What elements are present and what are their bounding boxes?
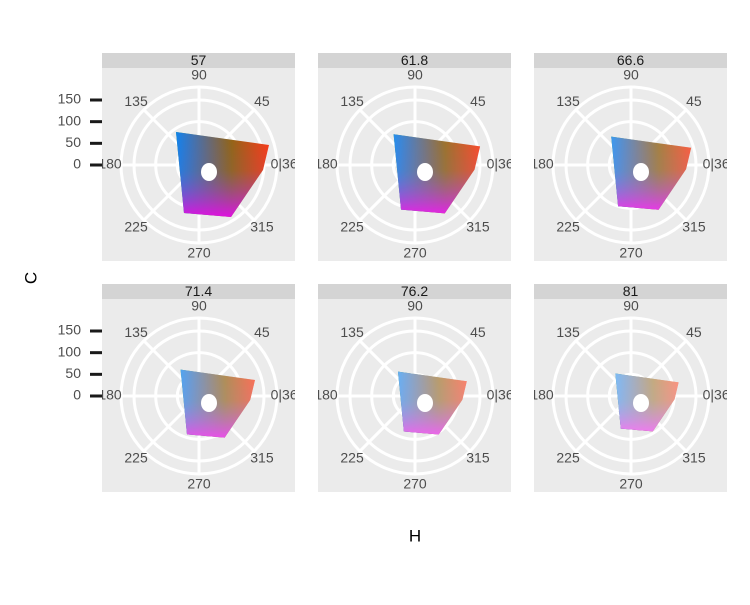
- gamut-shade: [176, 132, 269, 217]
- x-tick-label: 180: [314, 387, 338, 403]
- y-tick-label: 0: [73, 156, 81, 172]
- facet-title: 66.6: [617, 52, 644, 68]
- facet-title: 61.8: [401, 52, 428, 68]
- x-tick-label: 225: [124, 450, 148, 466]
- x-tick-label: 135: [556, 93, 580, 109]
- facet-title: 81: [623, 283, 639, 299]
- facet: 61.8 0|360 45 90 135 180 225 270 315: [314, 52, 522, 261]
- x-tick-label: 270: [619, 245, 643, 261]
- x-tick-label: 180: [530, 156, 554, 172]
- x-tick-label: 45: [254, 324, 270, 340]
- plot-area: 0|360 45 90 135 180 225 270 315: [314, 67, 522, 261]
- x-tick-label: 180: [98, 156, 122, 172]
- x-tick-label: 315: [682, 450, 706, 466]
- gamut-hole: [417, 394, 433, 412]
- strip: [318, 53, 511, 68]
- y-tick-label: 150: [58, 322, 82, 338]
- x-tick-label: 45: [470, 93, 486, 109]
- x-tick-label: 315: [250, 219, 274, 235]
- strip: [534, 53, 727, 68]
- x-tick-label: 45: [254, 93, 270, 109]
- gamut-hole: [633, 163, 649, 181]
- x-tick-label: 0|360: [487, 387, 522, 403]
- strip: [534, 284, 727, 299]
- x-axis-title: H: [409, 526, 421, 545]
- y-axis-title: C: [21, 272, 40, 284]
- gamut-light: [393, 134, 481, 214]
- y-tick-label: 100: [58, 112, 82, 128]
- y-tick-label: 50: [65, 134, 81, 150]
- x-tick-label: 45: [686, 93, 702, 109]
- x-tick-label: 45: [686, 324, 702, 340]
- gamut-shade: [180, 369, 255, 438]
- x-tick-label: 270: [403, 245, 427, 261]
- plot-area: 0|360 45 90 135 180 225 270 315: [98, 298, 306, 492]
- x-tick-label: 90: [191, 298, 207, 314]
- x-tick-label: 225: [556, 450, 580, 466]
- x-tick-label: 270: [187, 476, 211, 492]
- facet-title: 71.4: [185, 283, 212, 299]
- facet: 57 0|360 45 90 135 180 225 270 315 0 50 100 150: [58, 52, 306, 261]
- gamut-shade: [611, 136, 692, 210]
- x-tick-label: 135: [556, 324, 580, 340]
- x-tick-label: 270: [187, 245, 211, 261]
- gamut-hole: [201, 163, 217, 181]
- plot-area: 0|360 45 90 135 180 225 270 315: [98, 67, 306, 261]
- gamut-light: [180, 369, 255, 438]
- facet: 66.6 0|360 45 90 135 180 225 270 315: [530, 52, 738, 261]
- x-tick-label: 315: [682, 219, 706, 235]
- gamut-hole: [201, 394, 217, 412]
- x-tick-label: 90: [623, 298, 639, 314]
- x-tick-label: 225: [124, 219, 148, 235]
- x-tick-label: 90: [623, 67, 639, 83]
- x-tick-label: 315: [250, 450, 274, 466]
- strip: [102, 53, 295, 68]
- x-tick-label: 90: [407, 298, 423, 314]
- x-tick-label: 0|360: [703, 387, 738, 403]
- x-tick-label: 135: [340, 93, 364, 109]
- x-tick-label: 0|360: [703, 156, 738, 172]
- strip: [102, 284, 295, 299]
- facet-title: 57: [191, 52, 207, 68]
- x-tick-label: 315: [466, 450, 490, 466]
- x-tick-label: 45: [470, 324, 486, 340]
- facet: 76.2 0|360 45 90 135 180 225 270 315: [314, 283, 522, 492]
- x-tick-label: 225: [340, 450, 364, 466]
- x-tick-label: 0|360: [271, 387, 306, 403]
- y-tick-label: 150: [58, 91, 82, 107]
- x-tick-label: 180: [98, 387, 122, 403]
- strip: [318, 284, 511, 299]
- x-tick-label: 0|360: [487, 156, 522, 172]
- x-tick-label: 135: [340, 324, 364, 340]
- x-tick-label: 225: [556, 219, 580, 235]
- y-tick-label: 100: [58, 343, 82, 359]
- y-tick-label: 0: [73, 387, 81, 403]
- gamut-hole: [417, 163, 433, 181]
- plot-area: 0|360 45 90 135 180 225 270 315: [530, 298, 738, 492]
- y-tick-label: 50: [65, 365, 81, 381]
- plot-area: 0|360 45 90 135 180 225 270 315: [314, 298, 522, 492]
- facet: 81 0|360 45 90 135 180 225 270 315: [530, 283, 738, 492]
- x-tick-label: 270: [403, 476, 427, 492]
- x-tick-label: 180: [530, 387, 554, 403]
- gamut-shade: [393, 134, 481, 214]
- gamut-hole: [633, 394, 649, 412]
- x-tick-label: 135: [124, 93, 148, 109]
- x-tick-label: 135: [124, 324, 148, 340]
- gamut-light: [611, 136, 692, 210]
- x-tick-label: 90: [191, 67, 207, 83]
- x-tick-label: 225: [340, 219, 364, 235]
- x-tick-label: 90: [407, 67, 423, 83]
- facet-title: 76.2: [401, 283, 428, 299]
- facet: 71.4 0|360 45 90 135 180 225 270 315 0 50 100 150: [58, 283, 306, 492]
- x-tick-label: 0|360: [271, 156, 306, 172]
- x-tick-label: 270: [619, 476, 643, 492]
- plot-area: 0|360 45 90 135 180 225 270 315: [530, 67, 738, 261]
- x-tick-label: 315: [466, 219, 490, 235]
- x-tick-label: 180: [314, 156, 338, 172]
